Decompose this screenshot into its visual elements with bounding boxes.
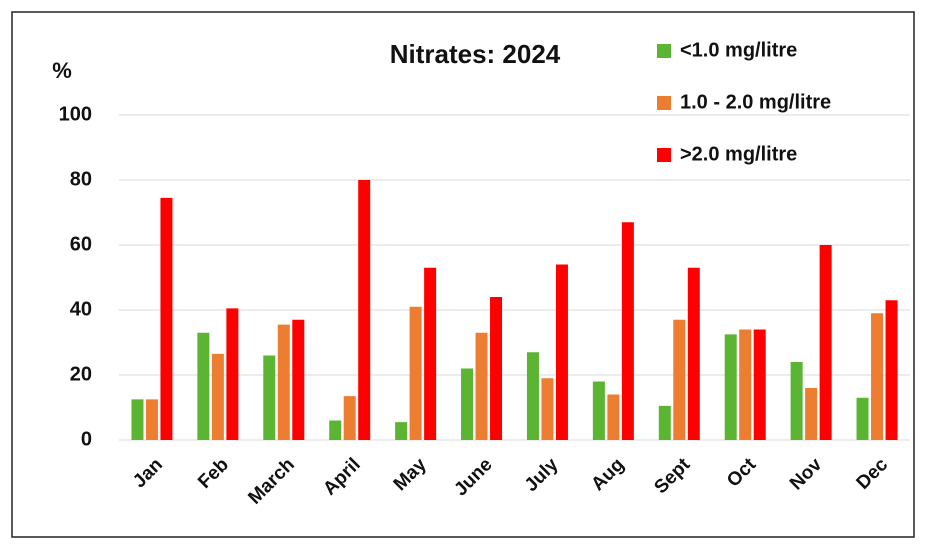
bar — [819, 245, 832, 440]
bar — [555, 264, 568, 440]
y-tick-label: 80 — [70, 168, 92, 190]
bar — [805, 388, 818, 440]
bar — [526, 352, 539, 440]
bar — [329, 420, 342, 440]
bar — [673, 319, 686, 440]
bar — [226, 308, 239, 440]
legend-label: 1.0 - 2.0 mg/litre — [680, 91, 831, 113]
bar — [409, 306, 422, 440]
bar — [145, 399, 158, 440]
y-tick-label: 100 — [59, 103, 92, 125]
bar — [197, 332, 210, 440]
bar — [424, 267, 437, 440]
bar — [871, 313, 884, 440]
bar — [687, 267, 700, 440]
bar — [592, 381, 605, 440]
bar — [541, 378, 554, 440]
bar — [885, 300, 898, 440]
bar — [724, 334, 737, 440]
bar — [739, 329, 752, 440]
bar — [211, 353, 224, 440]
bar — [475, 332, 488, 440]
bar — [160, 197, 173, 440]
chart-title: Nitrates: 2024 — [390, 39, 561, 69]
bar — [461, 368, 474, 440]
y-axis-label: % — [52, 58, 72, 83]
bar — [790, 362, 803, 440]
legend-swatch — [657, 148, 671, 162]
bar — [277, 324, 290, 440]
bar — [753, 329, 766, 440]
bar — [658, 405, 671, 440]
bar — [131, 399, 144, 440]
bar — [263, 355, 276, 440]
y-tick-label: 40 — [70, 298, 92, 320]
bar — [621, 222, 634, 440]
bar — [292, 319, 305, 440]
bar — [395, 422, 408, 440]
legend-swatch — [657, 44, 671, 58]
bar — [358, 180, 371, 440]
y-tick-label: 0 — [81, 428, 92, 450]
y-tick-label: 60 — [70, 233, 92, 255]
legend-label: >2.0 mg/litre — [680, 143, 797, 165]
y-tick-label: 20 — [70, 363, 92, 385]
bar — [607, 394, 620, 440]
legend-label: <1.0 mg/litre — [680, 39, 797, 61]
legend-swatch — [657, 96, 671, 110]
bar — [490, 297, 503, 440]
bar — [343, 396, 356, 440]
bar — [856, 397, 869, 440]
